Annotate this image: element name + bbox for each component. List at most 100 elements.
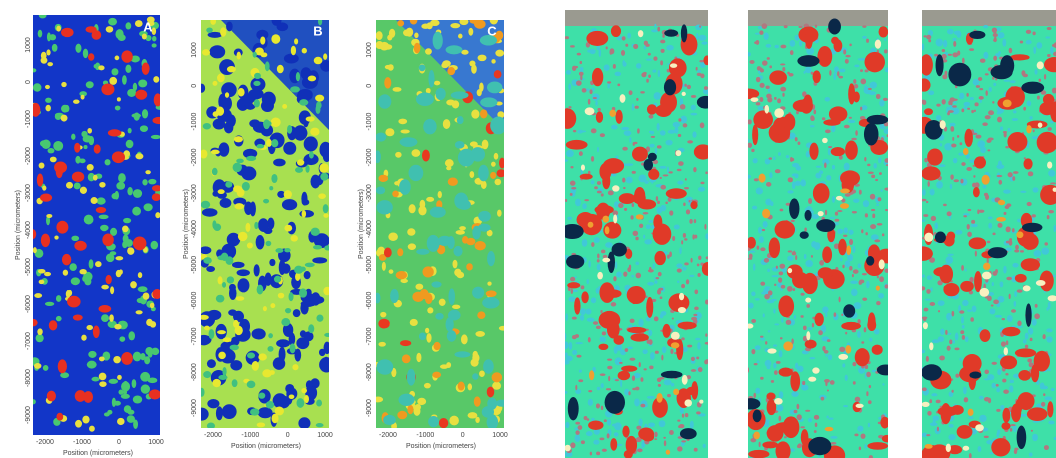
photo-grain [607,81,611,83]
photo-grain [998,160,1002,168]
map-blob [106,26,114,32]
photo-grain [1017,219,1021,223]
photo-grain [595,205,614,214]
photo-grain [762,441,778,448]
photo-grain [780,209,784,212]
photo-grain [1009,48,1013,53]
map-blob [230,345,239,351]
photo-grain [1013,171,1019,174]
photo-grain [811,255,813,258]
photo-grain [859,280,864,284]
figure: A10000-1000-2000-3000-4000-5000-6000-700… [0,0,1056,458]
photo-grain [784,25,788,28]
photo-grain [1023,158,1032,169]
map-blob [385,128,394,136]
map-blob [439,418,448,428]
map-blob [45,105,50,112]
map-blob [142,62,150,74]
map-blob [494,70,502,78]
photo-grain [787,256,793,261]
map-blob [433,342,440,350]
photo-grain [955,230,962,235]
map-blob [36,334,44,342]
photo-grain [983,25,988,28]
map-blob [435,88,445,100]
photo-grain [826,416,828,419]
map-blob [204,326,210,331]
map-blob [483,359,494,373]
photo-grain [601,193,604,196]
map-blob [203,257,211,264]
photo-grain [972,305,977,312]
map-blob [105,159,111,165]
photo-grain [948,110,954,113]
photo-grain [1033,187,1039,192]
photo-grain [571,288,573,294]
map-blob [116,270,122,277]
map-blob [296,72,300,81]
map-blob [446,99,455,105]
photo-grain [778,277,782,282]
photo-grain [625,348,629,352]
photo-grain [1029,116,1032,119]
photo-grain [620,94,626,103]
photo-grain [706,256,709,259]
map-blob [315,95,324,102]
map-blob [454,192,468,209]
photo-grain [927,181,929,187]
photo-grain [571,187,576,189]
photo-grain [884,268,889,272]
photo-grain [885,67,889,72]
photo-grain [1027,358,1032,362]
map-blob [275,248,283,253]
map-blob [289,292,294,301]
map-blob [416,249,429,255]
photo-grain [808,377,816,382]
map-blob [416,93,434,107]
photo-grain [775,220,795,238]
photo-grain [947,254,953,256]
photo-grain [612,185,619,191]
photo-grain [944,143,952,151]
photo-grain [586,309,592,315]
photo-grain [747,237,756,249]
photo-grain [790,371,800,391]
photo-grain [872,345,883,355]
map-blob [222,367,226,376]
photo-grain [838,354,848,360]
map-blob [31,103,41,117]
photo-grain [576,80,582,85]
map-blob [218,375,227,380]
map-blob [487,82,502,94]
map-blob [222,282,226,288]
map-blob [126,140,134,149]
photo-grain [812,117,815,121]
map-blob [324,245,331,250]
map-blob [91,197,98,204]
photo-grain [779,391,783,398]
photo-grain [849,117,852,119]
photo-grain [1017,426,1027,450]
photo-grain [985,115,991,119]
photo-grain [694,307,699,311]
photo-grain [627,327,646,333]
map-blob [424,383,431,388]
map-blob [323,287,331,296]
map-blob [125,65,131,73]
map-blob [397,20,404,26]
photo-grain [982,122,988,126]
photo-grain [797,414,802,420]
map-blob [199,315,209,320]
map-blob [297,159,304,165]
photo-grain [967,224,970,230]
photo-grain [859,190,862,195]
photo-grain [1043,393,1045,396]
map-blob [233,185,242,192]
photo-grain [983,185,987,189]
photo-grain [664,79,676,95]
map-blob [138,286,148,292]
photo-grain [649,131,652,133]
photo-grain [607,321,620,339]
photo-grain [754,178,759,181]
photo-grain [1036,42,1042,49]
